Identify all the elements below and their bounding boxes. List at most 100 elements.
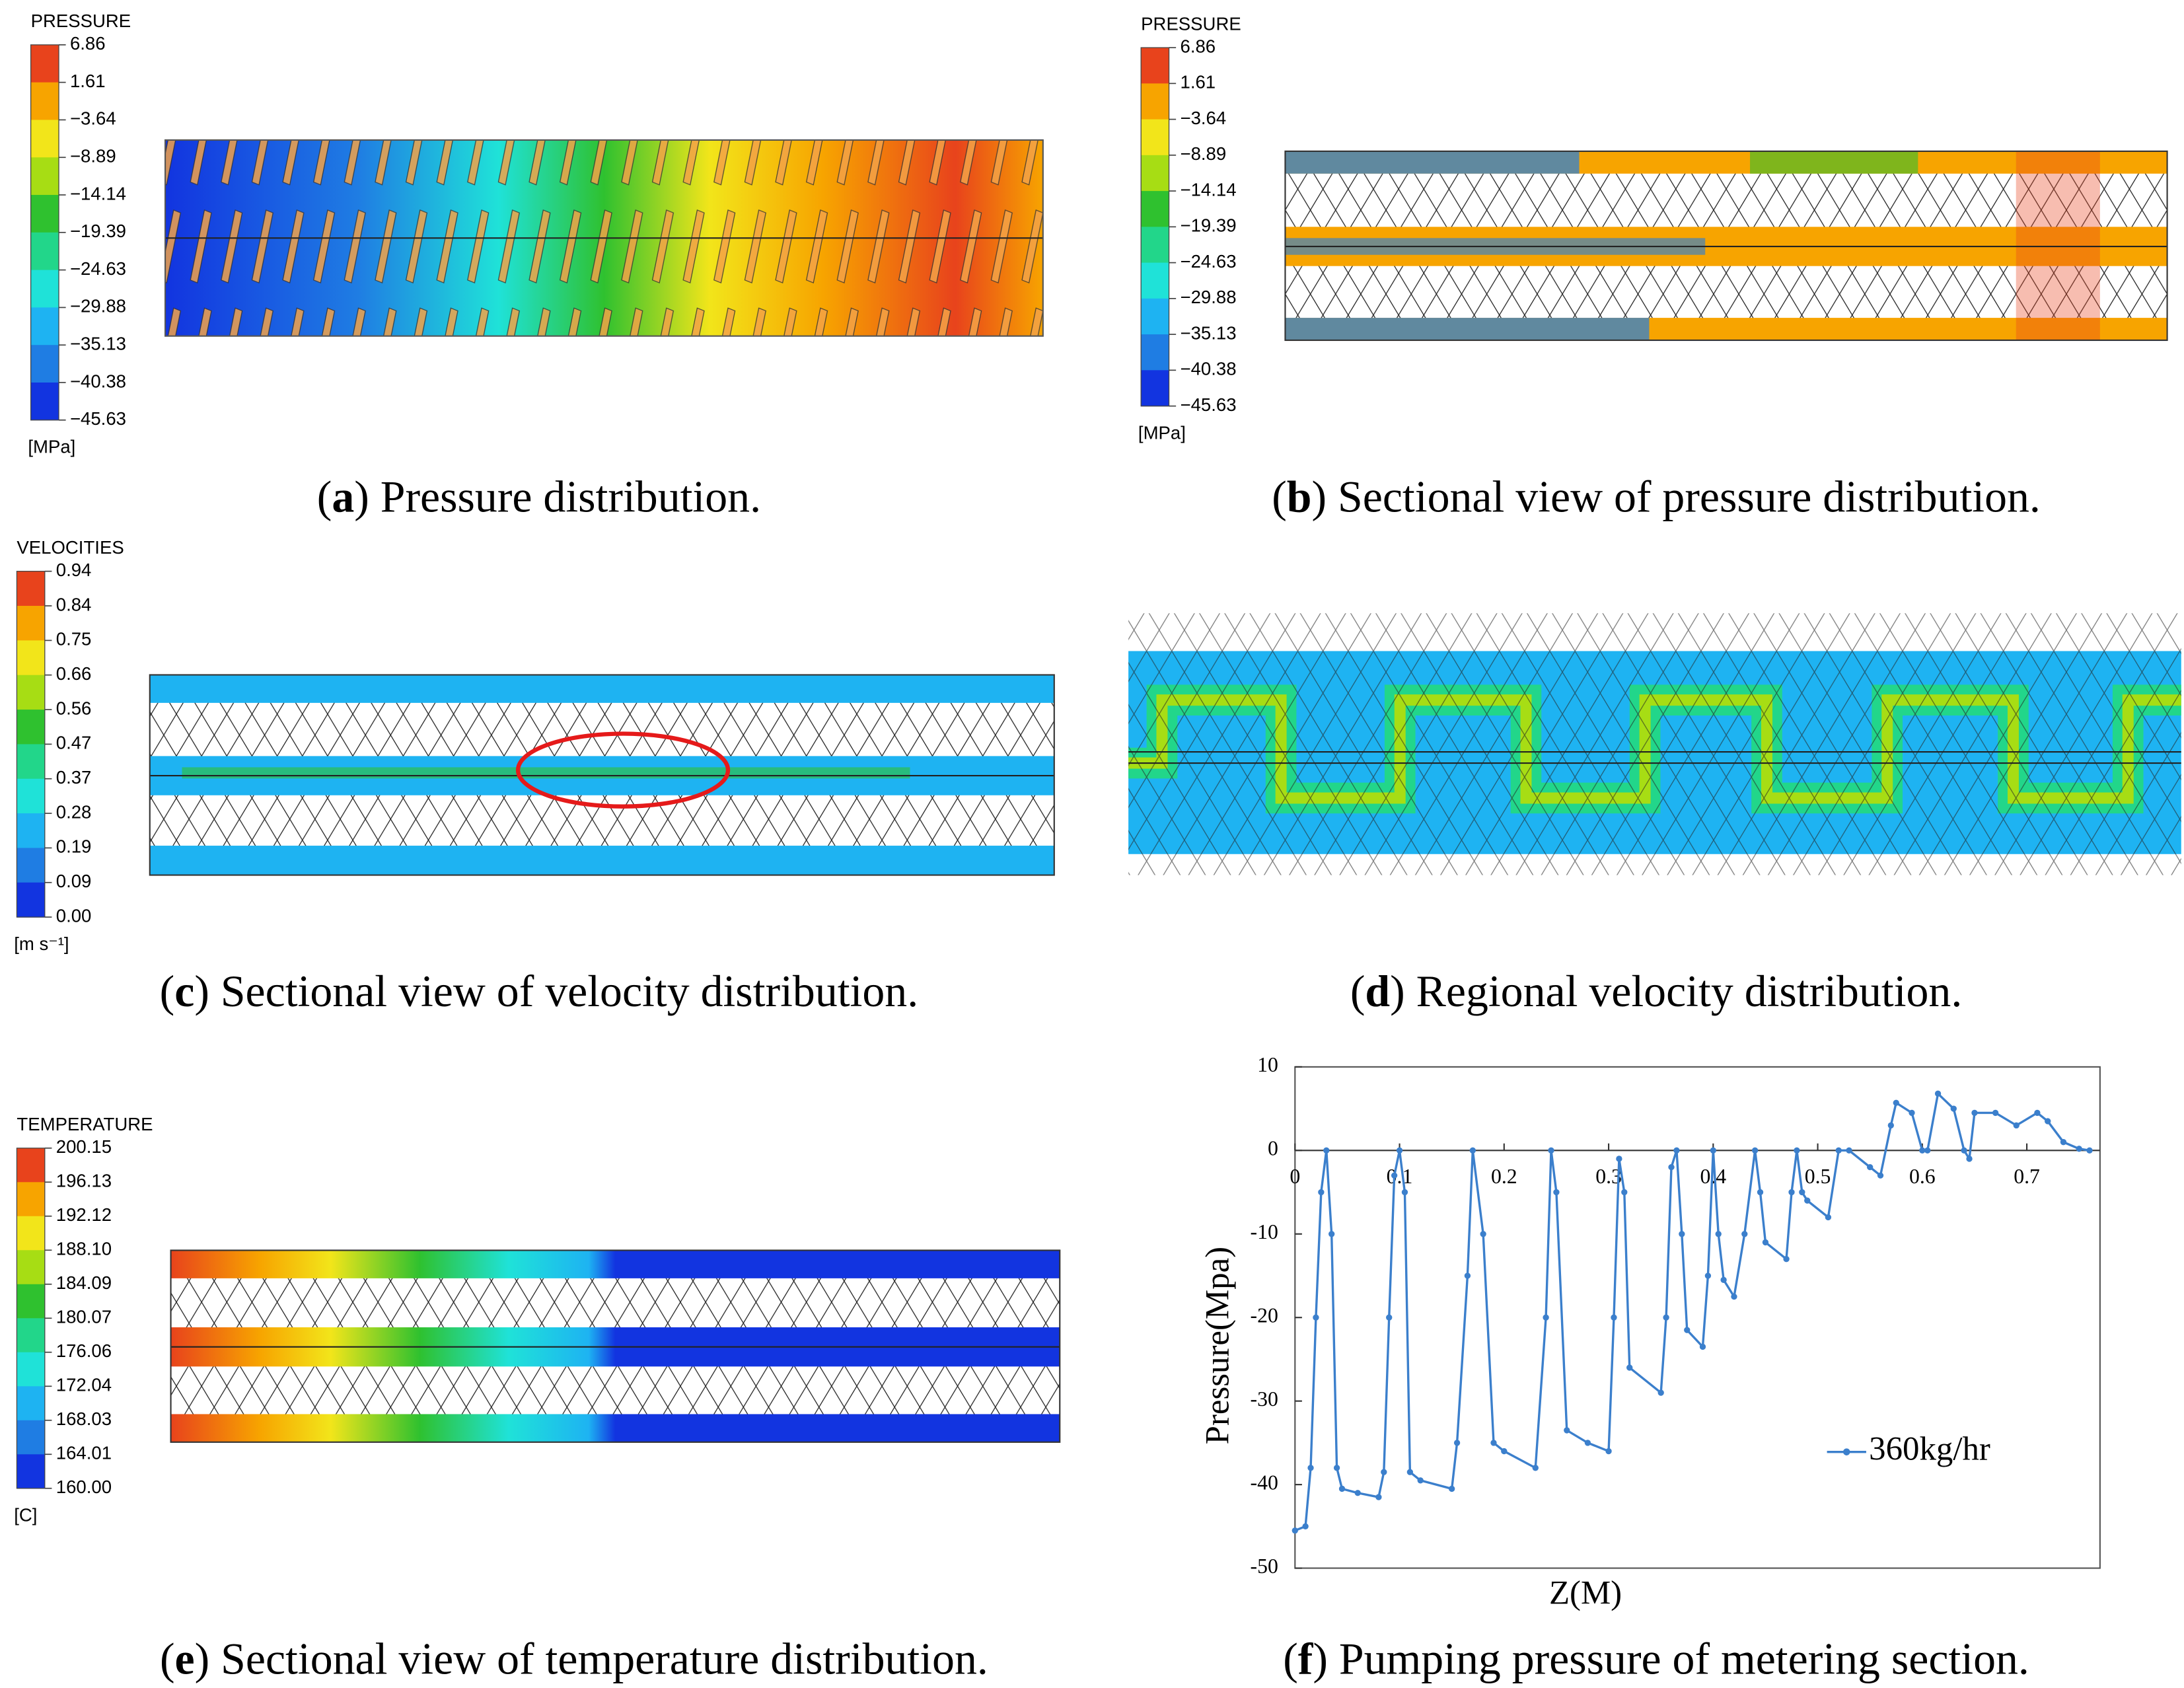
series-marker bbox=[1992, 1109, 1999, 1117]
series-marker bbox=[1548, 1147, 1554, 1154]
colorbar-band bbox=[1141, 83, 1169, 120]
series-marker bbox=[1657, 1389, 1664, 1396]
colorbar-band bbox=[17, 675, 45, 710]
colorbar-label: −45.63 bbox=[70, 408, 126, 429]
series-marker bbox=[1966, 1156, 1973, 1162]
colorbar-label: −8.89 bbox=[1181, 143, 1227, 164]
series-marker bbox=[2076, 1146, 2082, 1152]
colorbar-band bbox=[17, 1318, 45, 1353]
colorbar-band bbox=[30, 307, 59, 346]
series-marker bbox=[1924, 1147, 1931, 1154]
series-marker bbox=[1292, 1527, 1298, 1534]
colorbar-label: −29.88 bbox=[1181, 287, 1237, 307]
colorbar-label: −19.39 bbox=[1181, 215, 1237, 236]
series-marker bbox=[1950, 1105, 1957, 1112]
series-marker bbox=[1417, 1477, 1424, 1484]
colorbar-title: VELOCITIES bbox=[17, 537, 124, 558]
caption-part: ( bbox=[160, 966, 175, 1015]
colorbar-label: 0.75 bbox=[56, 629, 92, 649]
series-marker bbox=[1480, 1231, 1486, 1237]
colorbar-label: 184.09 bbox=[56, 1272, 112, 1293]
colorbar-label: 168.03 bbox=[56, 1409, 112, 1429]
series-marker bbox=[2045, 1118, 2051, 1124]
series-marker bbox=[1564, 1427, 1570, 1434]
colorbar-band bbox=[30, 232, 59, 271]
caption-part: c bbox=[174, 966, 194, 1015]
colorbar-label: 0.94 bbox=[56, 560, 92, 580]
colorbar-label: 0.47 bbox=[56, 733, 92, 753]
series-marker bbox=[1909, 1109, 1915, 1117]
series-marker bbox=[1543, 1314, 1549, 1321]
colorbar-label: 0.28 bbox=[56, 801, 92, 822]
caption-part: ) Pumping pressure of metering section. bbox=[1313, 1634, 2029, 1683]
colorbar-band bbox=[1141, 119, 1169, 156]
caption-part: ( bbox=[1272, 472, 1287, 521]
colorbar-label: 192.12 bbox=[56, 1204, 112, 1225]
series-marker bbox=[1313, 1314, 1319, 1321]
temperature-section-image bbox=[170, 1249, 1061, 1443]
series-marker bbox=[1621, 1189, 1628, 1196]
caption-part: ( bbox=[1283, 1634, 1298, 1683]
series-marker bbox=[2086, 1147, 2093, 1154]
series-marker bbox=[1731, 1293, 1737, 1300]
series-marker bbox=[1710, 1147, 1716, 1154]
series-marker bbox=[1961, 1147, 1967, 1154]
colorbar-label: 0.09 bbox=[56, 871, 92, 891]
colorbar-band bbox=[30, 383, 59, 421]
colorbar-band bbox=[30, 195, 59, 233]
colorbar-band bbox=[17, 1148, 45, 1183]
caption-part: a bbox=[332, 472, 354, 521]
colorbar-label: 176.06 bbox=[56, 1340, 112, 1361]
colorbar-label: −8.89 bbox=[70, 146, 116, 166]
colorbar-band bbox=[17, 1284, 45, 1319]
series-marker bbox=[2034, 1109, 2041, 1117]
caption: (e) Sectional view of temperature distri… bbox=[160, 1634, 988, 1683]
y-tick-label: 10 bbox=[1257, 1053, 1278, 1076]
series-marker bbox=[1684, 1327, 1691, 1333]
caption-part: e bbox=[175, 1634, 195, 1683]
colorbar-label: 1.61 bbox=[70, 71, 106, 91]
caption-part: ) Sectional view of temperature distribu… bbox=[195, 1634, 988, 1683]
series-marker bbox=[1715, 1231, 1722, 1237]
colorbar-label: 0.56 bbox=[56, 698, 92, 718]
y-tick-label: 0 bbox=[1268, 1137, 1278, 1160]
colorbar-label: 180.07 bbox=[56, 1307, 112, 1327]
y-axis-label: Pressure(Mpa) bbox=[1200, 1247, 1237, 1444]
x-tick-label: 0.6 bbox=[1909, 1165, 1936, 1188]
colorbar-label: −24.63 bbox=[1181, 251, 1237, 272]
velocity-region-image bbox=[1128, 613, 2181, 875]
series-marker bbox=[1611, 1314, 1617, 1321]
colorbar-band bbox=[17, 813, 45, 849]
series-marker bbox=[1846, 1147, 1852, 1154]
caption-part: ( bbox=[160, 1634, 175, 1683]
colorbar-band bbox=[17, 778, 45, 814]
colorbar-label: 160.00 bbox=[56, 1477, 112, 1497]
series-marker bbox=[1469, 1147, 1476, 1154]
series-marker bbox=[1386, 1314, 1393, 1321]
series-marker bbox=[1741, 1231, 1748, 1237]
x-tick-label: 0.5 bbox=[1805, 1165, 1831, 1188]
colorbar-label: −24.63 bbox=[70, 258, 126, 279]
series-marker bbox=[2060, 1139, 2067, 1146]
colorbar-unit: [MPa] bbox=[28, 436, 75, 457]
caption-part: b bbox=[1287, 472, 1312, 521]
caption-part: ) Pressure distribution. bbox=[354, 472, 761, 521]
colorbar-band bbox=[30, 44, 59, 83]
y-tick-label: -40 bbox=[1250, 1471, 1278, 1494]
colorbar-label: −35.13 bbox=[70, 333, 126, 353]
caption: (a) Pressure distribution. bbox=[317, 472, 761, 521]
colorbar-band bbox=[17, 640, 45, 676]
colorbar-label: 164.01 bbox=[56, 1443, 112, 1463]
colorbar-band bbox=[30, 120, 59, 158]
colorbar-label: 0.37 bbox=[56, 767, 92, 788]
series-marker bbox=[1699, 1343, 1706, 1350]
colorbar-band bbox=[17, 882, 45, 918]
series-marker bbox=[1804, 1197, 1811, 1204]
series-marker bbox=[1877, 1172, 1884, 1179]
series-marker bbox=[1783, 1256, 1790, 1263]
colorbar-label: −29.88 bbox=[70, 296, 126, 316]
series-marker bbox=[1354, 1490, 1361, 1496]
colorbar-unit: [m s⁻¹] bbox=[14, 934, 69, 954]
colorbar-label: −40.38 bbox=[1181, 359, 1237, 379]
colorbar-band bbox=[30, 270, 59, 309]
